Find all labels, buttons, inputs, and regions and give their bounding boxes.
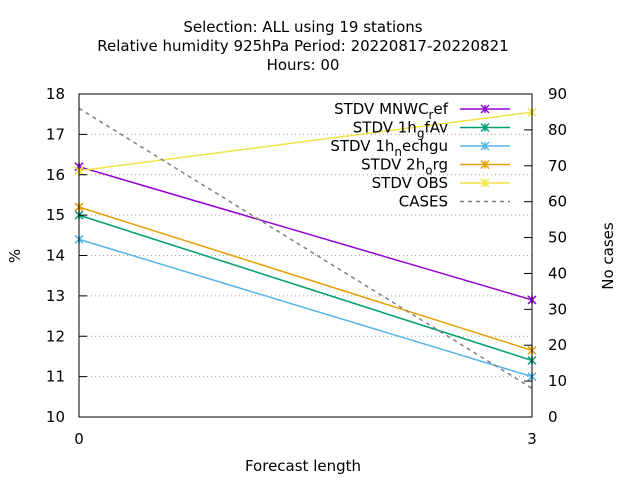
series-line: [78, 238, 533, 378]
legend-label: CASES: [399, 193, 448, 211]
legend-label-sub: o: [425, 164, 432, 178]
y-tick-label: 11: [46, 368, 65, 386]
plot-frame: [78, 93, 533, 418]
y2-tick-label: 90: [548, 85, 567, 103]
legend-label-base: STDV 2h: [361, 156, 425, 174]
legend-label-tail: ef: [433, 100, 448, 118]
series-line: [78, 165, 533, 301]
legend-entry: STDV 1hgfAv: [353, 119, 510, 141]
legend-entry: STDV OBS: [372, 174, 510, 192]
legend-label-tail: fAv: [424, 119, 448, 137]
series-line: [78, 206, 533, 352]
legend-label-tail: rg: [433, 156, 448, 174]
series-0: [74, 162, 537, 305]
y-tick-label: 13: [46, 287, 65, 305]
y2-axis-label: No cases: [599, 222, 617, 290]
y-tick-label: 18: [46, 85, 65, 103]
legend-label-sub: r: [429, 108, 434, 122]
y-tick-label: 15: [46, 206, 65, 224]
legend-label-base: CASES: [399, 193, 448, 211]
chart-title: Selection: ALL using 19 stations Relativ…: [97, 18, 508, 74]
legend-label: STDV 2horg: [361, 156, 448, 178]
legend-label: STDV 1hnechgu: [330, 137, 448, 159]
x-tick-label: 0: [74, 430, 84, 448]
y-tick-label: 12: [46, 327, 65, 345]
grid: [79, 133, 532, 378]
legend-label-base: STDV 1h: [330, 137, 394, 155]
y2-tick-label: 60: [548, 193, 567, 211]
y2-tick-label: 10: [548, 372, 567, 390]
y2-tick-label: 0: [548, 408, 558, 426]
legend-label-sub: n: [394, 145, 402, 159]
title-line-2: Relative humidity 925hPa Period: 2022081…: [97, 37, 508, 55]
title-line-1: Selection: ALL using 19 stations: [183, 18, 422, 36]
legend-label-sub: g: [417, 127, 425, 141]
legend-label-base: STDV OBS: [372, 174, 448, 192]
series-3: [74, 202, 537, 355]
series-line: [78, 214, 533, 362]
legend-entry: STDV 1hnechgu: [330, 137, 510, 159]
legend-label-base: STDV MNWC: [334, 100, 428, 118]
legend-label-base: STDV 1h: [353, 119, 417, 137]
series-layer: [74, 107, 537, 389]
y2-tick-label: 30: [548, 300, 567, 318]
y-tick-label: 17: [46, 125, 65, 143]
title-line-3: Hours: 00: [267, 56, 340, 74]
y2-tick-label: 50: [548, 229, 567, 247]
legend-entry: STDV MNWCref: [334, 100, 510, 122]
y-axis-label: %: [6, 249, 24, 263]
y2-tick-label: 80: [548, 121, 567, 139]
series-1: [74, 210, 537, 366]
series-5: [78, 107, 533, 389]
y-tick-label: 10: [46, 408, 65, 426]
series-line: [78, 107, 533, 389]
y2-tick-label: 20: [548, 336, 567, 354]
series-line: [78, 111, 533, 172]
y-tick-label: 16: [46, 166, 65, 184]
y-tick-label: 14: [46, 247, 65, 265]
legend-label: STDV 1hgfAv: [353, 119, 448, 141]
x-axis-label: Forecast length: [245, 457, 361, 475]
x-tick-label: 3: [527, 430, 537, 448]
legend-label: STDV MNWCref: [334, 100, 449, 122]
y2-tick-label: 70: [548, 157, 567, 175]
legend-label-tail: echgu: [402, 137, 448, 155]
legend-entry: CASES: [399, 193, 510, 211]
legend-entry: STDV 2horg: [361, 156, 510, 178]
legend-label: STDV OBS: [372, 174, 448, 192]
y2-tick-label: 40: [548, 264, 567, 282]
series-2: [74, 234, 537, 382]
